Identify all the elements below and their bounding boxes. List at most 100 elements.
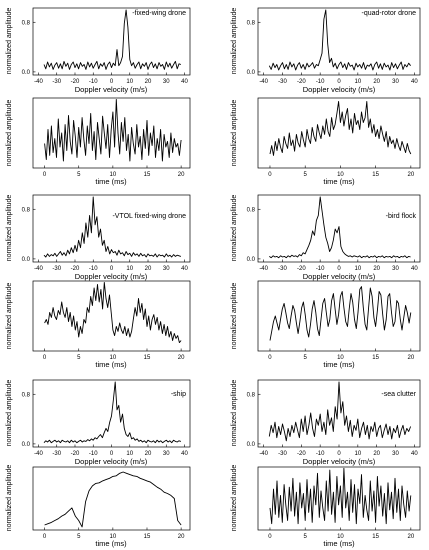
fixed-wing-doppler-ytick-label: 0.8 [22, 20, 31, 26]
bird-flock-doppler-xtick-label: 20 [373, 266, 380, 272]
fixed-wing-doppler-xtick-label: 0 [110, 79, 114, 85]
quad-rotor-doppler-xlabel: Doppler velocity (m/s) [303, 85, 376, 94]
bird-flock-doppler-legend: -bird flock [386, 213, 417, 220]
quad-rotor-doppler-ytick-label: 0.0 [247, 70, 256, 76]
vtol-doppler-ytick-label: 0.0 [22, 257, 31, 263]
quad-rotor-doppler-xtick-label: 20 [373, 79, 380, 85]
fixed-wing-doppler-xtick-label: -40 [34, 79, 43, 85]
vtol-doppler-xtick-label: -20 [71, 266, 80, 272]
quad-rotor-doppler-ytick-label: 0.8 [247, 20, 256, 26]
ship-doppler-xtick-label: 30 [163, 451, 170, 457]
fixed-wing-time-frame [32, 97, 191, 169]
quad-rotor-doppler-xtick-label: -40 [259, 79, 268, 85]
bird-flock-doppler-xtick-label: -30 [278, 266, 287, 272]
ship-doppler-xtick-label: -10 [89, 451, 98, 457]
quad-rotor-doppler-legend: -quad-rotor drone [362, 10, 417, 17]
sea-clutter-doppler-xtick-label: 0 [337, 451, 341, 457]
vtol-doppler-legend: -VTOL fixed-wing drone [112, 213, 186, 220]
ship-doppler-line [43, 381, 182, 444]
fixed-wing-doppler-ylabel: normalized amplitude [6, 8, 13, 75]
fixed-wing-doppler-xtick-label: 40 [181, 79, 188, 85]
vtol-doppler-plot: normalized amplitude Doppler velocity (m… [6, 194, 191, 281]
sea-clutter-time-xtick-label: 0 [268, 534, 272, 540]
sea-clutter-doppler-xtick-label: 20 [373, 451, 380, 457]
vtol-time-plot: normalized amplitude time (ms) 0 5 10 15 20 [6, 280, 191, 369]
vtol-time-xtick-label: 10 [110, 355, 117, 361]
quad-rotor-doppler-ylabel: normalized amplitude [231, 8, 238, 75]
fixed-wing-time-xtick-label: 20 [178, 172, 185, 178]
bird-flock-time-xtick-label: 15 [372, 355, 379, 361]
vtol-doppler-line [43, 196, 182, 258]
fixed-wing-doppler-frame [32, 7, 191, 76]
panel-fixed-wing-drone: normalized amplitude Doppler velocity (m… [6, 7, 191, 186]
bird-flock-doppler-xtick-label: 40 [411, 266, 418, 272]
quad-rotor-time-xtick-label: 10 [337, 172, 344, 178]
sea-clutter-time-xlabel: time (ms) [323, 539, 355, 548]
bird-flock-doppler-xtick-label: -40 [259, 266, 268, 272]
bird-flock-time-ylabel: normalized amplitude [231, 283, 238, 350]
ship-time-xtick-label: 10 [110, 534, 117, 540]
vtol-doppler-ytick-label: 0.8 [22, 207, 31, 213]
sea-clutter-doppler-legend: -sea clutter [381, 391, 416, 398]
ship-doppler-xtick-label: -30 [52, 451, 61, 457]
sea-clutter-doppler-ytick-label: 0.8 [247, 392, 256, 398]
vtol-doppler-ylabel: normalized amplitude [6, 195, 13, 262]
vtol-time-frame [32, 280, 191, 352]
panel-bird-flock: normalized amplitude Doppler velocity (m… [231, 195, 421, 369]
sea-clutter-doppler-xtick-label: -40 [259, 451, 268, 457]
sea-clutter-doppler-xtick-label: -30 [278, 451, 287, 457]
vtol-doppler-xtick-label: 10 [126, 266, 133, 272]
ship-doppler-xtick-label: 40 [181, 451, 188, 457]
ship-doppler-xtick-label: 10 [126, 451, 133, 457]
bird-flock-time-plot: normalized amplitude time (ms) 0 5 10 15 20 [231, 280, 421, 369]
ship-doppler-xtick-label: 20 [145, 451, 152, 457]
panel-quad-rotor-drone: normalized amplitude Doppler velocity (m… [231, 8, 421, 186]
fixed-wing-doppler-xtick-label: 30 [163, 79, 170, 85]
quad-rotor-doppler-xtick-label: 30 [392, 79, 399, 85]
ship-time-xtick-label: 0 [43, 534, 47, 540]
bird-flock-doppler-xtick-label: 30 [392, 266, 399, 272]
bird-flock-doppler-xtick-label: -10 [316, 266, 325, 272]
sea-clutter-time-xtick-label: 10 [337, 534, 344, 540]
sea-clutter-doppler-xtick-label: -20 [297, 451, 306, 457]
sea-clutter-doppler-line [268, 381, 412, 442]
sea-clutter-doppler-xtick-label: 10 [354, 451, 361, 457]
quad-rotor-time-xtick-label: 5 [304, 172, 308, 178]
quad-rotor-time-xlabel: time (ms) [323, 177, 355, 186]
quad-rotor-time-line [269, 101, 412, 156]
fixed-wing-doppler-legend: -fixed-wing drone [132, 10, 186, 17]
fixed-wing-time-plot: normalized amplitude time (ms) 0 5 10 15 20 [6, 97, 191, 186]
ship-doppler-ytick-label: 0.8 [22, 392, 31, 398]
panel-ship: normalized amplitude Doppler velocity (m… [6, 380, 191, 548]
quad-rotor-time-xtick-label: 0 [268, 172, 272, 178]
sea-clutter-time-plot: normalized amplitude time (ms) 0 5 10 15 20 [231, 465, 421, 548]
fixed-wing-time-xtick-label: 0 [43, 172, 47, 178]
ship-doppler-ylabel: normalized amplitude [6, 380, 13, 447]
quad-rotor-doppler-xtick-label: -20 [297, 79, 306, 85]
ship-time-line [44, 471, 182, 528]
vtol-doppler-xtick-label: -30 [52, 266, 61, 272]
bird-flock-time-line [269, 286, 412, 341]
quad-rotor-time-xtick-label: 20 [407, 172, 414, 178]
fixed-wing-time-xtick-label: 10 [110, 172, 117, 178]
quad-rotor-doppler-xtick-label: 10 [354, 79, 361, 85]
bird-flock-doppler-ytick-label: 0.8 [247, 207, 256, 213]
fixed-wing-time-xtick-label: 15 [144, 172, 151, 178]
ship-time-xtick-label: 5 [77, 534, 81, 540]
bird-flock-doppler-xtick-label: -20 [297, 266, 306, 272]
fixed-wing-doppler-plot: normalized amplitude Doppler velocity (m… [6, 7, 191, 94]
sea-clutter-doppler-ylabel: normalized amplitude [231, 380, 238, 447]
quad-rotor-time-plot: normalized amplitude time (ms) 0 5 10 15 20 [231, 97, 421, 186]
bird-flock-time-xtick-label: 0 [268, 355, 272, 361]
quad-rotor-time-frame [257, 97, 421, 169]
sea-clutter-time-xtick-label: 20 [407, 534, 414, 540]
vtol-doppler-frame [32, 194, 191, 263]
vtol-time-xlabel: time (ms) [95, 360, 127, 369]
vtol-doppler-xlabel: Doppler velocity (m/s) [75, 272, 148, 281]
quad-rotor-doppler-plot: normalized amplitude Doppler velocity (m… [231, 8, 421, 94]
vtol-time-xtick-label: 0 [43, 355, 47, 361]
ship-time-xtick-label: 20 [178, 534, 185, 540]
quad-rotor-doppler-line [268, 9, 411, 71]
fixed-wing-doppler-ytick-label: 0.0 [22, 70, 31, 76]
